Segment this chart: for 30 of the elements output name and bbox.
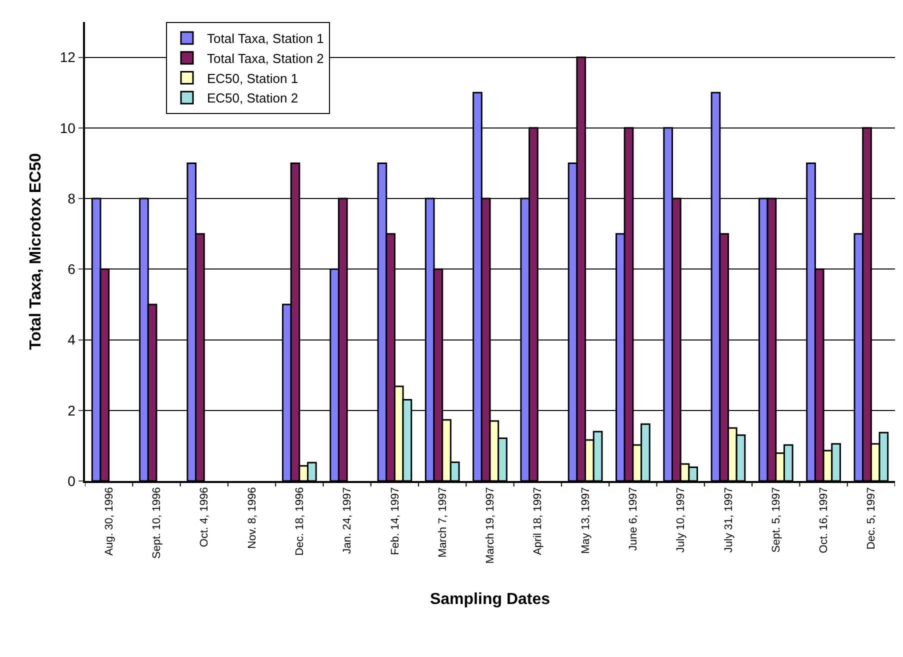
x-tick-label: April 18, 1997 [532,487,544,556]
legend-label: Total Taxa, Station 1 [207,31,324,46]
y-tick-label: 0 [68,472,76,489]
x-tick-label: May 13, 1997 [580,487,592,554]
y-tick-label: 10 [60,120,76,136]
y-tick-label: 12 [60,49,76,66]
x-tick-label: Jan. 24, 1997 [342,487,354,554]
legend-label: Total Taxa, Station 2 [207,50,324,66]
x-tick-label: Nov. 8, 1996 [246,487,258,549]
x-tick-label: July 31, 1997 [722,487,735,553]
y-tick-label: 4 [68,332,76,348]
x-tick-label: Dec. 18, 1996 [294,487,306,556]
y-tick-label: 8 [68,190,76,206]
x-tick-label: Oct. 16, 1997 [818,487,830,554]
x-tick-label: Oct. 4, 1996 [198,487,211,548]
x-tick-label: Sept. 5, 1997 [770,487,782,553]
x-tick-label: June 6, 1997 [628,487,640,551]
x-tick-label: March 19, 1997 [484,487,497,564]
legend-label: EC50, Station 2 [207,90,298,106]
x-tick-label: Sept. 10, 1996 [151,487,164,559]
y-axis-title: Total Taxa, Microtox EC50 [27,153,44,350]
y-tick-label: 2 [68,402,76,418]
x-tick-label: Dec. 5, 1997 [866,487,878,550]
x-tick-label: Feb. 14, 1997 [389,487,402,556]
y-tick-label: 6 [68,261,76,278]
x-axis-title: Sampling Dates [430,590,550,608]
x-tick-label: July 10, 1997 [675,487,688,553]
x-tick-label: March 7, 1997 [436,487,449,558]
legend-label: EC50, Station 1 [207,70,298,86]
x-tick-label: Aug. 30, 1996 [103,487,116,556]
